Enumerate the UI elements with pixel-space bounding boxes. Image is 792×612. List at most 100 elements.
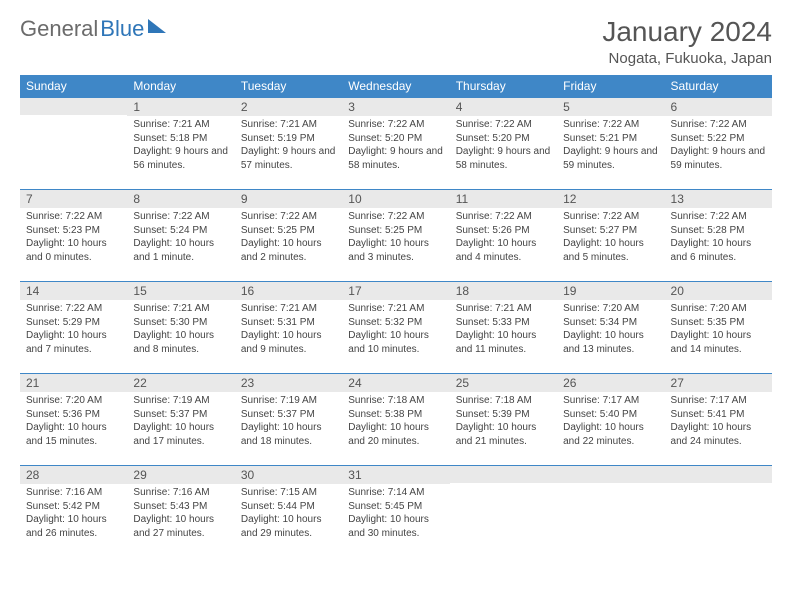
day-info: Sunrise: 7:22 AMSunset: 5:21 PMDaylight:… — [557, 116, 664, 176]
calendar-cell: 13Sunrise: 7:22 AMSunset: 5:28 PMDayligh… — [665, 190, 772, 282]
daylight-text: Daylight: 10 hours and 22 minutes. — [563, 421, 658, 448]
daylight-text: Daylight: 10 hours and 14 minutes. — [671, 329, 766, 356]
day-number: 29 — [127, 466, 234, 484]
day-info: Sunrise: 7:21 AMSunset: 5:32 PMDaylight:… — [342, 300, 449, 360]
day-number: 26 — [557, 374, 664, 392]
calendar-week-row: 28Sunrise: 7:16 AMSunset: 5:42 PMDayligh… — [20, 466, 772, 558]
sunset-text: Sunset: 5:18 PM — [133, 132, 228, 146]
sunrise-text: Sunrise: 7:21 AM — [241, 118, 336, 132]
day-number: 30 — [235, 466, 342, 484]
calendar-table: Sunday Monday Tuesday Wednesday Thursday… — [20, 75, 772, 558]
sunset-text: Sunset: 5:34 PM — [563, 316, 658, 330]
day-info: Sunrise: 7:17 AMSunset: 5:40 PMDaylight:… — [557, 392, 664, 452]
calendar-week-row: 7Sunrise: 7:22 AMSunset: 5:23 PMDaylight… — [20, 190, 772, 282]
day-info: Sunrise: 7:22 AMSunset: 5:28 PMDaylight:… — [665, 208, 772, 268]
daylight-text: Daylight: 10 hours and 24 minutes. — [671, 421, 766, 448]
sunrise-text: Sunrise: 7:15 AM — [241, 486, 336, 500]
day-number: 5 — [557, 98, 664, 116]
sunrise-text: Sunrise: 7:22 AM — [348, 118, 443, 132]
calendar-cell: 11Sunrise: 7:22 AMSunset: 5:26 PMDayligh… — [450, 190, 557, 282]
day-info: Sunrise: 7:21 AMSunset: 5:31 PMDaylight:… — [235, 300, 342, 360]
sunset-text: Sunset: 5:36 PM — [26, 408, 121, 422]
day-number: 24 — [342, 374, 449, 392]
calendar-cell — [20, 98, 127, 190]
calendar-cell: 2Sunrise: 7:21 AMSunset: 5:19 PMDaylight… — [235, 98, 342, 190]
sunset-text: Sunset: 5:24 PM — [133, 224, 228, 238]
day-number: 28 — [20, 466, 127, 484]
calendar-week-row: 1Sunrise: 7:21 AMSunset: 5:18 PMDaylight… — [20, 98, 772, 190]
daylight-text: Daylight: 10 hours and 17 minutes. — [133, 421, 228, 448]
sunset-text: Sunset: 5:20 PM — [456, 132, 551, 146]
day-info: Sunrise: 7:17 AMSunset: 5:41 PMDaylight:… — [665, 392, 772, 452]
calendar-cell: 19Sunrise: 7:20 AMSunset: 5:34 PMDayligh… — [557, 282, 664, 374]
daylight-text: Daylight: 10 hours and 21 minutes. — [456, 421, 551, 448]
weekday-mon: Monday — [127, 75, 234, 98]
day-info: Sunrise: 7:21 AMSunset: 5:18 PMDaylight:… — [127, 116, 234, 176]
day-number: 12 — [557, 190, 664, 208]
calendar-cell: 31Sunrise: 7:14 AMSunset: 5:45 PMDayligh… — [342, 466, 449, 558]
day-info: Sunrise: 7:16 AMSunset: 5:42 PMDaylight:… — [20, 484, 127, 544]
sunrise-text: Sunrise: 7:17 AM — [671, 394, 766, 408]
calendar-cell: 6Sunrise: 7:22 AMSunset: 5:22 PMDaylight… — [665, 98, 772, 190]
sunrise-text: Sunrise: 7:22 AM — [133, 210, 228, 224]
day-info: Sunrise: 7:16 AMSunset: 5:43 PMDaylight:… — [127, 484, 234, 544]
calendar-cell: 5Sunrise: 7:22 AMSunset: 5:21 PMDaylight… — [557, 98, 664, 190]
day-number: 18 — [450, 282, 557, 300]
daylight-text: Daylight: 10 hours and 1 minute. — [133, 237, 228, 264]
sunrise-text: Sunrise: 7:22 AM — [563, 210, 658, 224]
daylight-text: Daylight: 10 hours and 5 minutes. — [563, 237, 658, 264]
sunrise-text: Sunrise: 7:22 AM — [671, 118, 766, 132]
day-number: 31 — [342, 466, 449, 484]
sunrise-text: Sunrise: 7:19 AM — [133, 394, 228, 408]
logo-word-2: Blue — [100, 16, 144, 42]
calendar-cell: 21Sunrise: 7:20 AMSunset: 5:36 PMDayligh… — [20, 374, 127, 466]
day-number: 9 — [235, 190, 342, 208]
day-info: Sunrise: 7:22 AMSunset: 5:22 PMDaylight:… — [665, 116, 772, 176]
day-info: Sunrise: 7:19 AMSunset: 5:37 PMDaylight:… — [235, 392, 342, 452]
day-number: 19 — [557, 282, 664, 300]
calendar-cell: 17Sunrise: 7:21 AMSunset: 5:32 PMDayligh… — [342, 282, 449, 374]
sunrise-text: Sunrise: 7:21 AM — [133, 302, 228, 316]
daylight-text: Daylight: 10 hours and 9 minutes. — [241, 329, 336, 356]
daylight-text: Daylight: 10 hours and 26 minutes. — [26, 513, 121, 540]
calendar-week-row: 21Sunrise: 7:20 AMSunset: 5:36 PMDayligh… — [20, 374, 772, 466]
sunrise-text: Sunrise: 7:18 AM — [456, 394, 551, 408]
daylight-text: Daylight: 9 hours and 58 minutes. — [456, 145, 551, 172]
day-number: 25 — [450, 374, 557, 392]
sunset-text: Sunset: 5:31 PM — [241, 316, 336, 330]
day-number — [557, 466, 664, 483]
sunset-text: Sunset: 5:21 PM — [563, 132, 658, 146]
daylight-text: Daylight: 10 hours and 4 minutes. — [456, 237, 551, 264]
day-number: 20 — [665, 282, 772, 300]
weekday-fri: Friday — [557, 75, 664, 98]
calendar-cell: 3Sunrise: 7:22 AMSunset: 5:20 PMDaylight… — [342, 98, 449, 190]
sunset-text: Sunset: 5:37 PM — [133, 408, 228, 422]
sunrise-text: Sunrise: 7:17 AM — [563, 394, 658, 408]
calendar-cell: 7Sunrise: 7:22 AMSunset: 5:23 PMDaylight… — [20, 190, 127, 282]
calendar-cell: 28Sunrise: 7:16 AMSunset: 5:42 PMDayligh… — [20, 466, 127, 558]
sunset-text: Sunset: 5:26 PM — [456, 224, 551, 238]
sunrise-text: Sunrise: 7:22 AM — [241, 210, 336, 224]
sunrise-text: Sunrise: 7:22 AM — [348, 210, 443, 224]
calendar-cell: 25Sunrise: 7:18 AMSunset: 5:39 PMDayligh… — [450, 374, 557, 466]
sunrise-text: Sunrise: 7:18 AM — [348, 394, 443, 408]
day-number — [450, 466, 557, 483]
day-number: 1 — [127, 98, 234, 116]
day-number: 15 — [127, 282, 234, 300]
location: Nogata, Fukuoka, Japan — [602, 50, 772, 67]
day-number: 17 — [342, 282, 449, 300]
sunrise-text: Sunrise: 7:21 AM — [241, 302, 336, 316]
weekday-header-row: Sunday Monday Tuesday Wednesday Thursday… — [20, 75, 772, 98]
sunset-text: Sunset: 5:35 PM — [671, 316, 766, 330]
sunrise-text: Sunrise: 7:22 AM — [563, 118, 658, 132]
sunrise-text: Sunrise: 7:16 AM — [26, 486, 121, 500]
weekday-thu: Thursday — [450, 75, 557, 98]
daylight-text: Daylight: 10 hours and 7 minutes. — [26, 329, 121, 356]
day-number: 8 — [127, 190, 234, 208]
daylight-text: Daylight: 9 hours and 59 minutes. — [671, 145, 766, 172]
calendar-cell: 15Sunrise: 7:21 AMSunset: 5:30 PMDayligh… — [127, 282, 234, 374]
day-info: Sunrise: 7:22 AMSunset: 5:20 PMDaylight:… — [342, 116, 449, 176]
calendar-cell: 14Sunrise: 7:22 AMSunset: 5:29 PMDayligh… — [20, 282, 127, 374]
calendar-cell: 29Sunrise: 7:16 AMSunset: 5:43 PMDayligh… — [127, 466, 234, 558]
sunset-text: Sunset: 5:37 PM — [241, 408, 336, 422]
